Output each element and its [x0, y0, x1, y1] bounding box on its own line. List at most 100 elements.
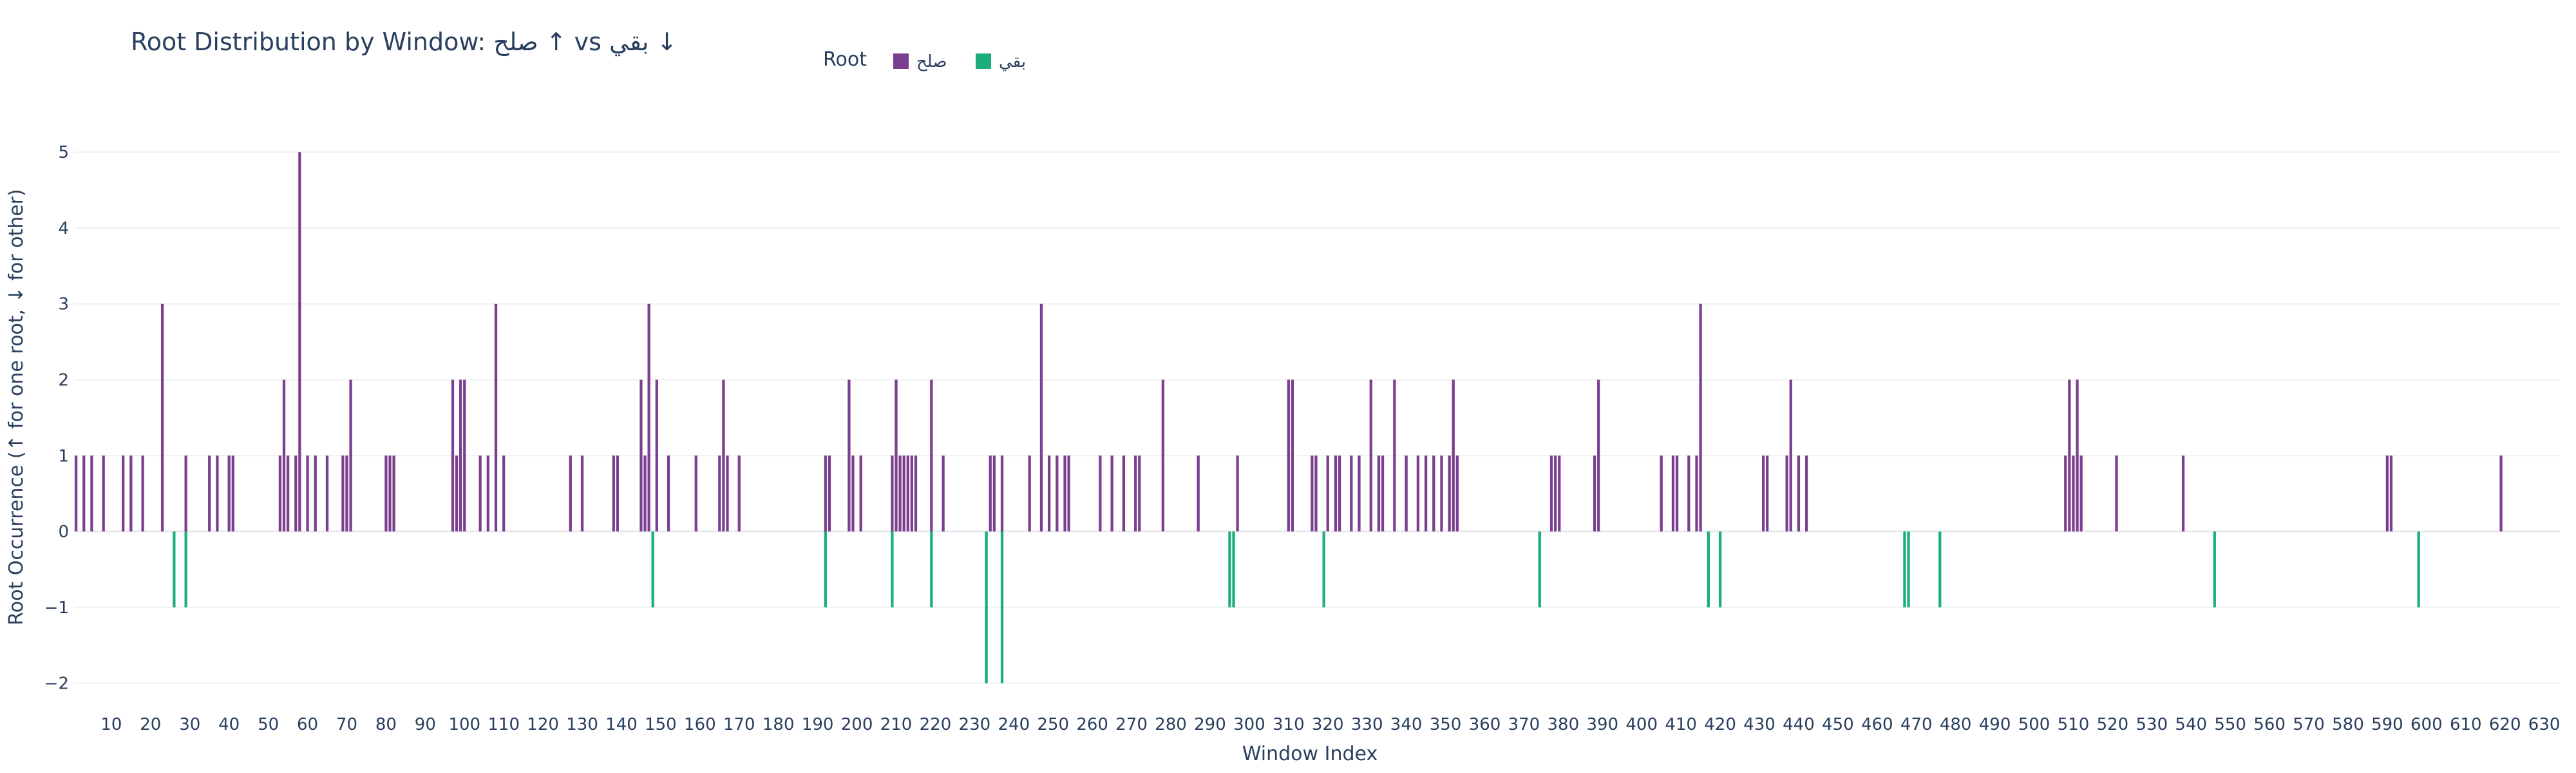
- bar-series-1[interactable]: [1236, 455, 1239, 532]
- bar-series-1[interactable]: [216, 455, 219, 532]
- bar-series-1[interactable]: [1122, 455, 1126, 532]
- bar-series-1[interactable]: [82, 455, 86, 532]
- bar-series-2[interactable]: [1000, 531, 1004, 683]
- bar-series-2[interactable]: [1538, 531, 1541, 607]
- bar-series-1[interactable]: [902, 455, 905, 532]
- bar-series-1[interactable]: [494, 303, 498, 532]
- bar-series-1[interactable]: [898, 455, 902, 532]
- bar-series-1[interactable]: [1593, 455, 1596, 532]
- bar-series-1[interactable]: [910, 455, 914, 532]
- bar-series-1[interactable]: [1334, 455, 1338, 532]
- bar-series-1[interactable]: [392, 455, 395, 532]
- bar-series-1[interactable]: [455, 455, 459, 532]
- bar-series-1[interactable]: [388, 455, 392, 532]
- bar-series-1[interactable]: [1448, 455, 1451, 532]
- bar-series-1[interactable]: [1797, 455, 1801, 532]
- bar-series-1[interactable]: [1432, 455, 1435, 532]
- bar-series-1[interactable]: [1099, 455, 1102, 532]
- bar-series-1[interactable]: [282, 379, 286, 532]
- bar-series-1[interactable]: [1134, 455, 1137, 532]
- bar-series-2[interactable]: [2213, 531, 2216, 607]
- bar-series-1[interactable]: [345, 455, 348, 532]
- bar-series-1[interactable]: [639, 379, 643, 532]
- bar-series-2[interactable]: [1718, 531, 1722, 607]
- bar-series-1[interactable]: [478, 455, 482, 532]
- bar-series-1[interactable]: [1377, 455, 1381, 532]
- bar-series-1[interactable]: [1660, 455, 1663, 532]
- bar-series-1[interactable]: [1161, 379, 1164, 532]
- bar-series-1[interactable]: [227, 455, 231, 532]
- bar-series-1[interactable]: [1338, 455, 1341, 532]
- bar-series-1[interactable]: [1687, 455, 1690, 532]
- bar-series-1[interactable]: [1197, 455, 1200, 532]
- bar-series-1[interactable]: [1452, 379, 1455, 532]
- bar-series-2[interactable]: [2417, 531, 2420, 607]
- bar-series-2[interactable]: [1907, 531, 1910, 607]
- bar-series-1[interactable]: [341, 455, 345, 532]
- bar-series-1[interactable]: [1350, 455, 1353, 532]
- bar-series-1[interactable]: [2068, 379, 2071, 532]
- bar-series-1[interactable]: [569, 455, 572, 532]
- bar-series-1[interactable]: [325, 455, 329, 532]
- bar-series-1[interactable]: [1455, 455, 1459, 532]
- bar-series-1[interactable]: [667, 455, 670, 532]
- bar-series-1[interactable]: [208, 455, 211, 532]
- bar-series-1[interactable]: [451, 379, 455, 532]
- bar-series-1[interactable]: [1048, 455, 1051, 532]
- bar-series-2[interactable]: [1228, 531, 1231, 607]
- bar-series-1[interactable]: [722, 379, 725, 532]
- bar-series-1[interactable]: [580, 455, 584, 532]
- bar-series-1[interactable]: [612, 455, 615, 532]
- bar-series-1[interactable]: [643, 455, 647, 532]
- bar-series-1[interactable]: [2115, 455, 2118, 532]
- bar-series-1[interactable]: [184, 455, 187, 532]
- bar-series-1[interactable]: [90, 455, 93, 532]
- bar-series-1[interactable]: [942, 455, 945, 532]
- bar-series-2[interactable]: [1707, 531, 1710, 607]
- bar-series-1[interactable]: [1358, 455, 1361, 532]
- bar-series-1[interactable]: [2076, 379, 2079, 532]
- bar-series-1[interactable]: [2079, 455, 2083, 532]
- bar-series-1[interactable]: [1695, 455, 1698, 532]
- bar-series-1[interactable]: [314, 455, 317, 532]
- bar-series-1[interactable]: [1287, 379, 1290, 532]
- bar-series-1[interactable]: [298, 152, 301, 532]
- bar-series-1[interactable]: [1789, 379, 1792, 532]
- bar-series-1[interactable]: [1405, 455, 1408, 532]
- bar-series-1[interactable]: [129, 455, 133, 532]
- bar-series-1[interactable]: [1675, 455, 1679, 532]
- bar-series-1[interactable]: [891, 455, 894, 532]
- bar-series-2[interactable]: [891, 531, 894, 607]
- bar-series-1[interactable]: [2385, 455, 2389, 532]
- bar-series-1[interactable]: [930, 379, 933, 532]
- bar-series-1[interactable]: [122, 455, 125, 532]
- bar-series-1[interactable]: [828, 455, 831, 532]
- bar-series-1[interactable]: [647, 303, 650, 532]
- bar-series-1[interactable]: [1671, 455, 1675, 532]
- bar-series-1[interactable]: [848, 379, 851, 532]
- bar-series-1[interactable]: [895, 379, 898, 532]
- bar-series-1[interactable]: [349, 379, 352, 532]
- bar-series-2[interactable]: [1938, 531, 1942, 607]
- bar-series-1[interactable]: [2072, 455, 2075, 532]
- bar-series-1[interactable]: [502, 455, 506, 532]
- bar-series-1[interactable]: [1291, 379, 1294, 532]
- bar-series-2[interactable]: [173, 531, 176, 607]
- bar-series-1[interactable]: [1067, 455, 1070, 532]
- bar-series-1[interactable]: [1785, 455, 1788, 532]
- bar-series-2[interactable]: [651, 531, 654, 607]
- bar-series-1[interactable]: [1326, 455, 1329, 532]
- bar-series-1[interactable]: [2499, 455, 2503, 532]
- bar-series-1[interactable]: [1311, 455, 1314, 532]
- bar-series-1[interactable]: [1440, 455, 1443, 532]
- bar-series-2[interactable]: [930, 531, 933, 607]
- bar-series-1[interactable]: [1000, 455, 1004, 532]
- bar-series-1[interactable]: [1056, 455, 1059, 532]
- bar-series-1[interactable]: [1063, 455, 1066, 532]
- bar-series-1[interactable]: [1558, 455, 1561, 532]
- bar-series-1[interactable]: [2064, 455, 2067, 532]
- bar-series-1[interactable]: [463, 379, 466, 532]
- bar-series-1[interactable]: [306, 455, 309, 532]
- bar-series-1[interactable]: [102, 455, 105, 532]
- bar-series-1[interactable]: [1416, 455, 1420, 532]
